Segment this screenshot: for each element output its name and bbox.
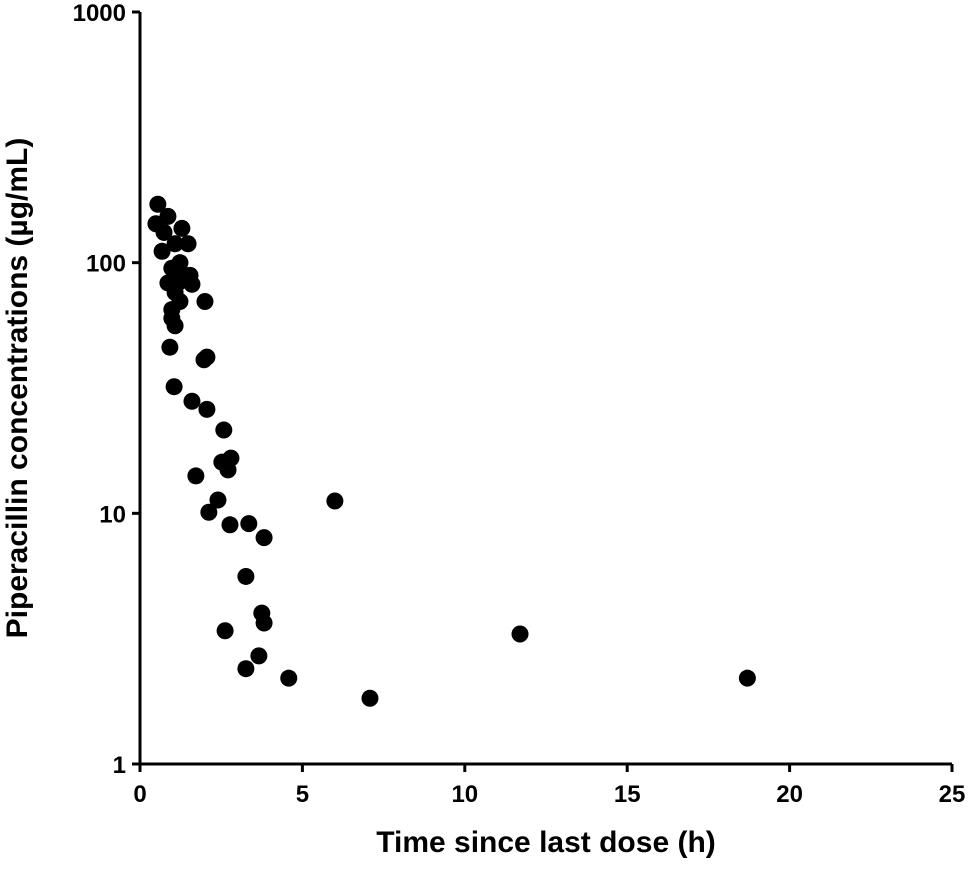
data-point xyxy=(280,669,298,687)
data-point xyxy=(200,503,218,521)
data-point xyxy=(183,392,201,410)
data-point xyxy=(237,567,255,585)
data-point xyxy=(149,195,167,213)
data-point xyxy=(250,647,268,665)
data-point xyxy=(361,689,379,707)
x-tick-label: 5 xyxy=(296,781,309,808)
data-point xyxy=(173,219,191,237)
data-point xyxy=(161,338,179,356)
y-tick-label: 1 xyxy=(113,752,126,779)
data-point xyxy=(255,529,273,547)
data-point xyxy=(216,622,234,640)
x-axis-label: Time since last dose (h) xyxy=(376,826,716,859)
data-point xyxy=(179,235,197,253)
data-point xyxy=(187,467,205,485)
data-point xyxy=(738,669,756,687)
y-tick-label: 100 xyxy=(86,251,126,278)
x-tick-label: 10 xyxy=(451,781,478,808)
data-point xyxy=(237,660,255,678)
data-point xyxy=(219,461,237,479)
x-tick-label: 0 xyxy=(133,781,146,808)
data-point xyxy=(195,351,213,369)
data-point xyxy=(166,235,184,253)
data-point xyxy=(215,421,233,439)
x-tick-label: 20 xyxy=(776,781,803,808)
data-point xyxy=(198,400,216,418)
data-point xyxy=(255,614,273,632)
data-point xyxy=(196,292,214,310)
y-tick-label: 1000 xyxy=(73,0,126,27)
data-point xyxy=(209,491,227,509)
data-point xyxy=(153,242,171,260)
data-point xyxy=(326,492,344,510)
data-point xyxy=(183,275,201,293)
y-axis-label: Piperacillin concentrations (µg/mL) xyxy=(1,138,34,639)
data-point xyxy=(166,317,184,335)
data-point xyxy=(155,223,173,241)
y-tick-label: 10 xyxy=(99,501,126,528)
data-point xyxy=(511,625,529,643)
data-point xyxy=(165,378,183,396)
data-point xyxy=(221,516,239,534)
data-point xyxy=(240,515,258,533)
x-tick-label: 15 xyxy=(614,781,641,808)
x-tick-label: 25 xyxy=(939,781,966,808)
